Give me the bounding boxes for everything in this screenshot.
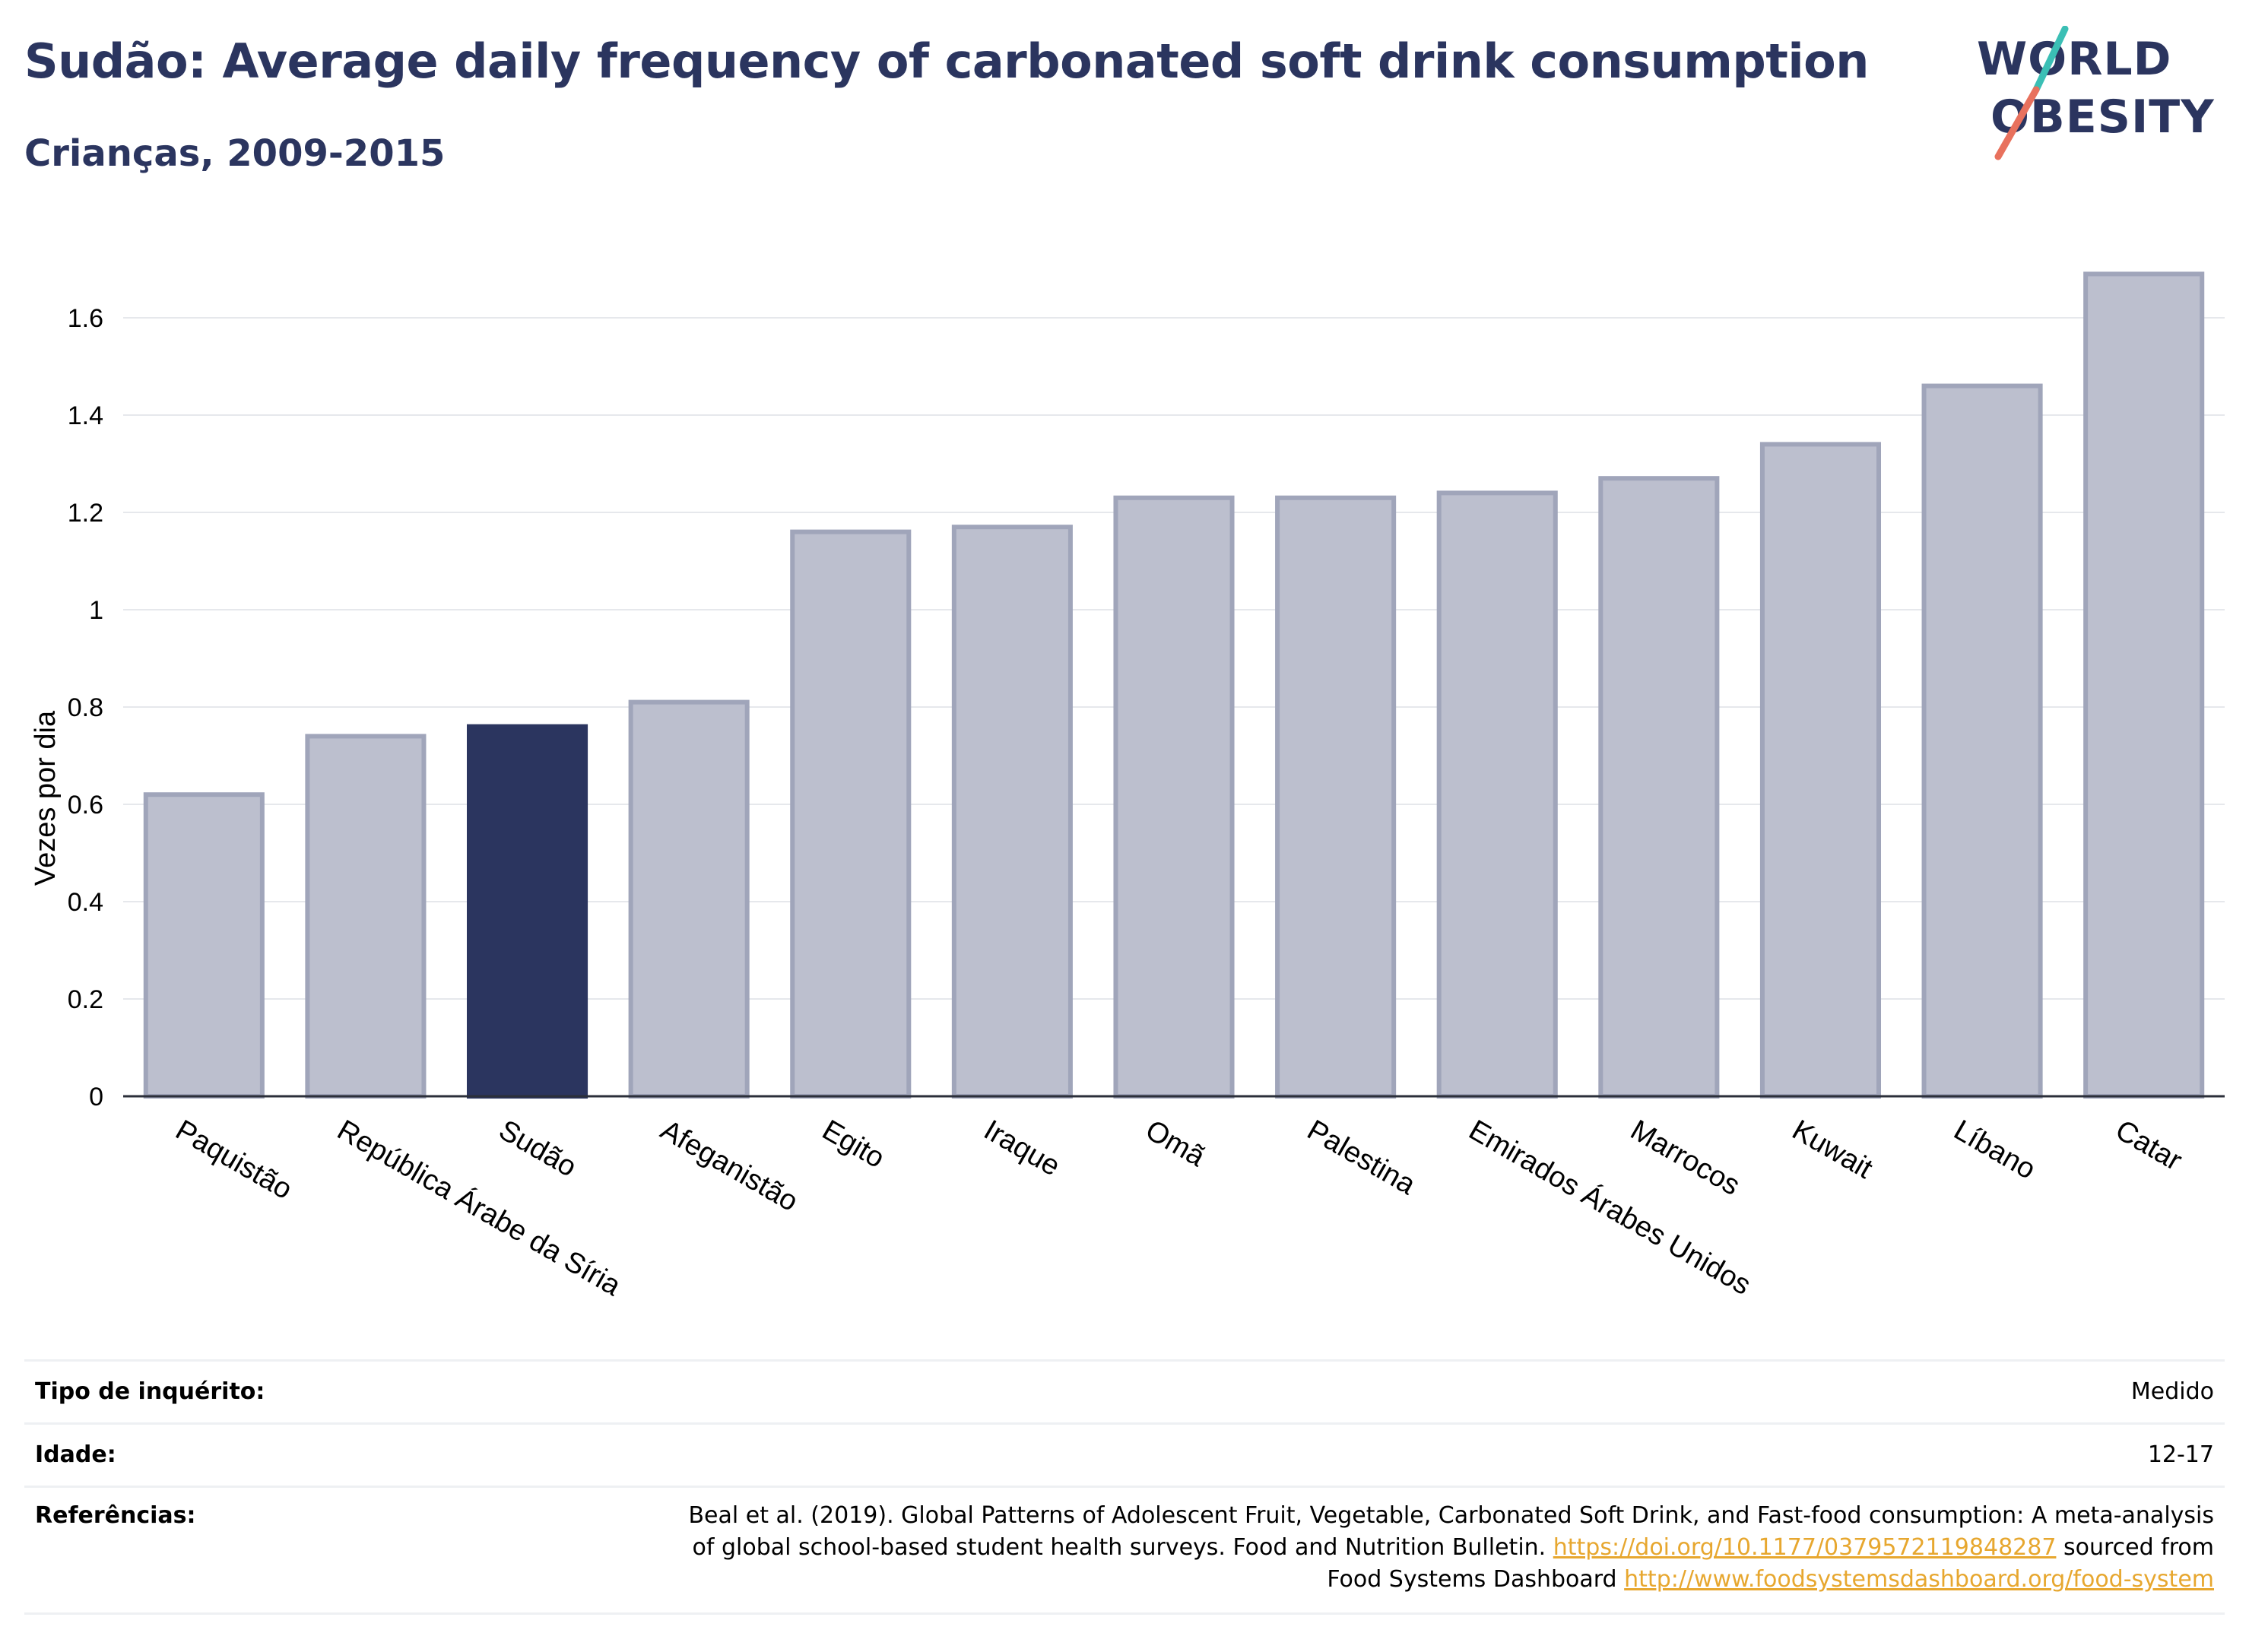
y-tick-label: 0.8 xyxy=(68,693,103,722)
y-tick-label: 0.2 xyxy=(68,985,103,1014)
x-tick-label: Egito xyxy=(817,1114,890,1175)
chart-subtitle: Crianças, 2009-2015 xyxy=(24,132,446,175)
y-tick-label: 1 xyxy=(89,596,103,625)
x-tick-label: Iraque xyxy=(979,1114,1065,1182)
survey-type-label: Tipo de inquérito: xyxy=(24,1359,430,1424)
survey-type-value: Medido xyxy=(430,1359,2225,1424)
age-label: Idade: xyxy=(24,1422,430,1487)
food-systems-link[interactable]: http://www.foodsystemsdashboard.org/food… xyxy=(1624,1566,2214,1593)
x-tick-label: Líbano xyxy=(1949,1114,2041,1185)
bar[interactable] xyxy=(305,734,427,1099)
logo-slash-coral xyxy=(1994,86,2040,160)
x-tick-label: Catar xyxy=(2110,1114,2187,1177)
x-tick-label: Sudão xyxy=(493,1114,582,1183)
bar-chart: 0 0.2 0.4 0.6 0.8 1 1.2 1.4 1.6 Paquistão Repúbli… xyxy=(30,271,2225,1303)
x-tick-label: Omã xyxy=(1140,1114,1211,1173)
bar[interactable] xyxy=(628,699,750,1099)
bar[interactable] xyxy=(1759,442,1882,1099)
y-tick-labels: 0 0.2 0.4 0.6 0.8 1 1.2 1.4 1.6 xyxy=(68,304,103,1111)
y-tick-label: 1.2 xyxy=(68,499,103,528)
chart-title: Sudão: Average daily frequency of carbon… xyxy=(24,33,1869,89)
y-tick-label: 1.6 xyxy=(68,304,103,333)
bar[interactable] xyxy=(1921,383,2043,1099)
bar[interactable] xyxy=(951,525,1073,1099)
bar[interactable] xyxy=(790,529,912,1099)
references-label: Referências: xyxy=(24,1486,430,1615)
world-obesity-logo: WORLD OBESITY xyxy=(1977,26,2214,160)
bar[interactable] xyxy=(1113,495,1235,1099)
y-tick-label: 0.6 xyxy=(68,791,103,820)
info-table: Tipo de inquérito: Medido Idade: 12-17 R… xyxy=(24,1359,2225,1615)
x-tick-label: Afeganistão xyxy=(655,1114,804,1218)
doi-link[interactable]: https://doi.org/10.1177/0379572119848287 xyxy=(1553,1534,2057,1561)
bar[interactable] xyxy=(1598,476,1720,1099)
bar[interactable] xyxy=(2083,271,2205,1099)
age-row: Idade: 12-17 xyxy=(24,1422,2225,1487)
y-tick-label: 0.4 xyxy=(68,888,103,917)
x-tick-label: Paquistão xyxy=(170,1114,297,1206)
bar[interactable] xyxy=(1275,495,1397,1099)
references-row: Referências: Beal et al. (2019). Global … xyxy=(24,1486,2225,1615)
references-text-4: Food Systems Dashboard xyxy=(1327,1566,1617,1593)
y-tick-label: 1.4 xyxy=(68,401,103,430)
bars xyxy=(143,271,2205,1099)
bar[interactable] xyxy=(1436,490,1558,1099)
bar[interactable] xyxy=(143,792,265,1099)
logo-slash-teal xyxy=(2032,26,2069,94)
references-value: Beal et al. (2019). Global Patterns of A… xyxy=(430,1486,2225,1615)
references-text-3: sourced from xyxy=(2063,1534,2214,1561)
x-tick-label: Palestina xyxy=(1302,1114,1421,1201)
age-value: 12-17 xyxy=(430,1422,2225,1487)
x-tick-label: Marrocos xyxy=(1625,1114,1745,1202)
references-text-2: of global school-based student health su… xyxy=(692,1534,1546,1561)
x-tick-label: Kuwait xyxy=(1787,1114,1878,1185)
y-tick-label: 0 xyxy=(89,1083,103,1111)
bar[interactable] xyxy=(466,724,588,1099)
survey-type-row: Tipo de inquérito: Medido xyxy=(24,1359,2225,1424)
x-tick-label: República Árabe da Síria xyxy=(331,1114,626,1303)
logo-word-world: WORLD xyxy=(1977,33,2171,86)
references-text-1: Beal et al. (2019). Global Patterns of A… xyxy=(688,1502,2214,1529)
x-tick-label: Emirados Árabes Unidos xyxy=(1464,1114,1757,1302)
y-axis-label: Vezes por dia xyxy=(30,710,62,886)
